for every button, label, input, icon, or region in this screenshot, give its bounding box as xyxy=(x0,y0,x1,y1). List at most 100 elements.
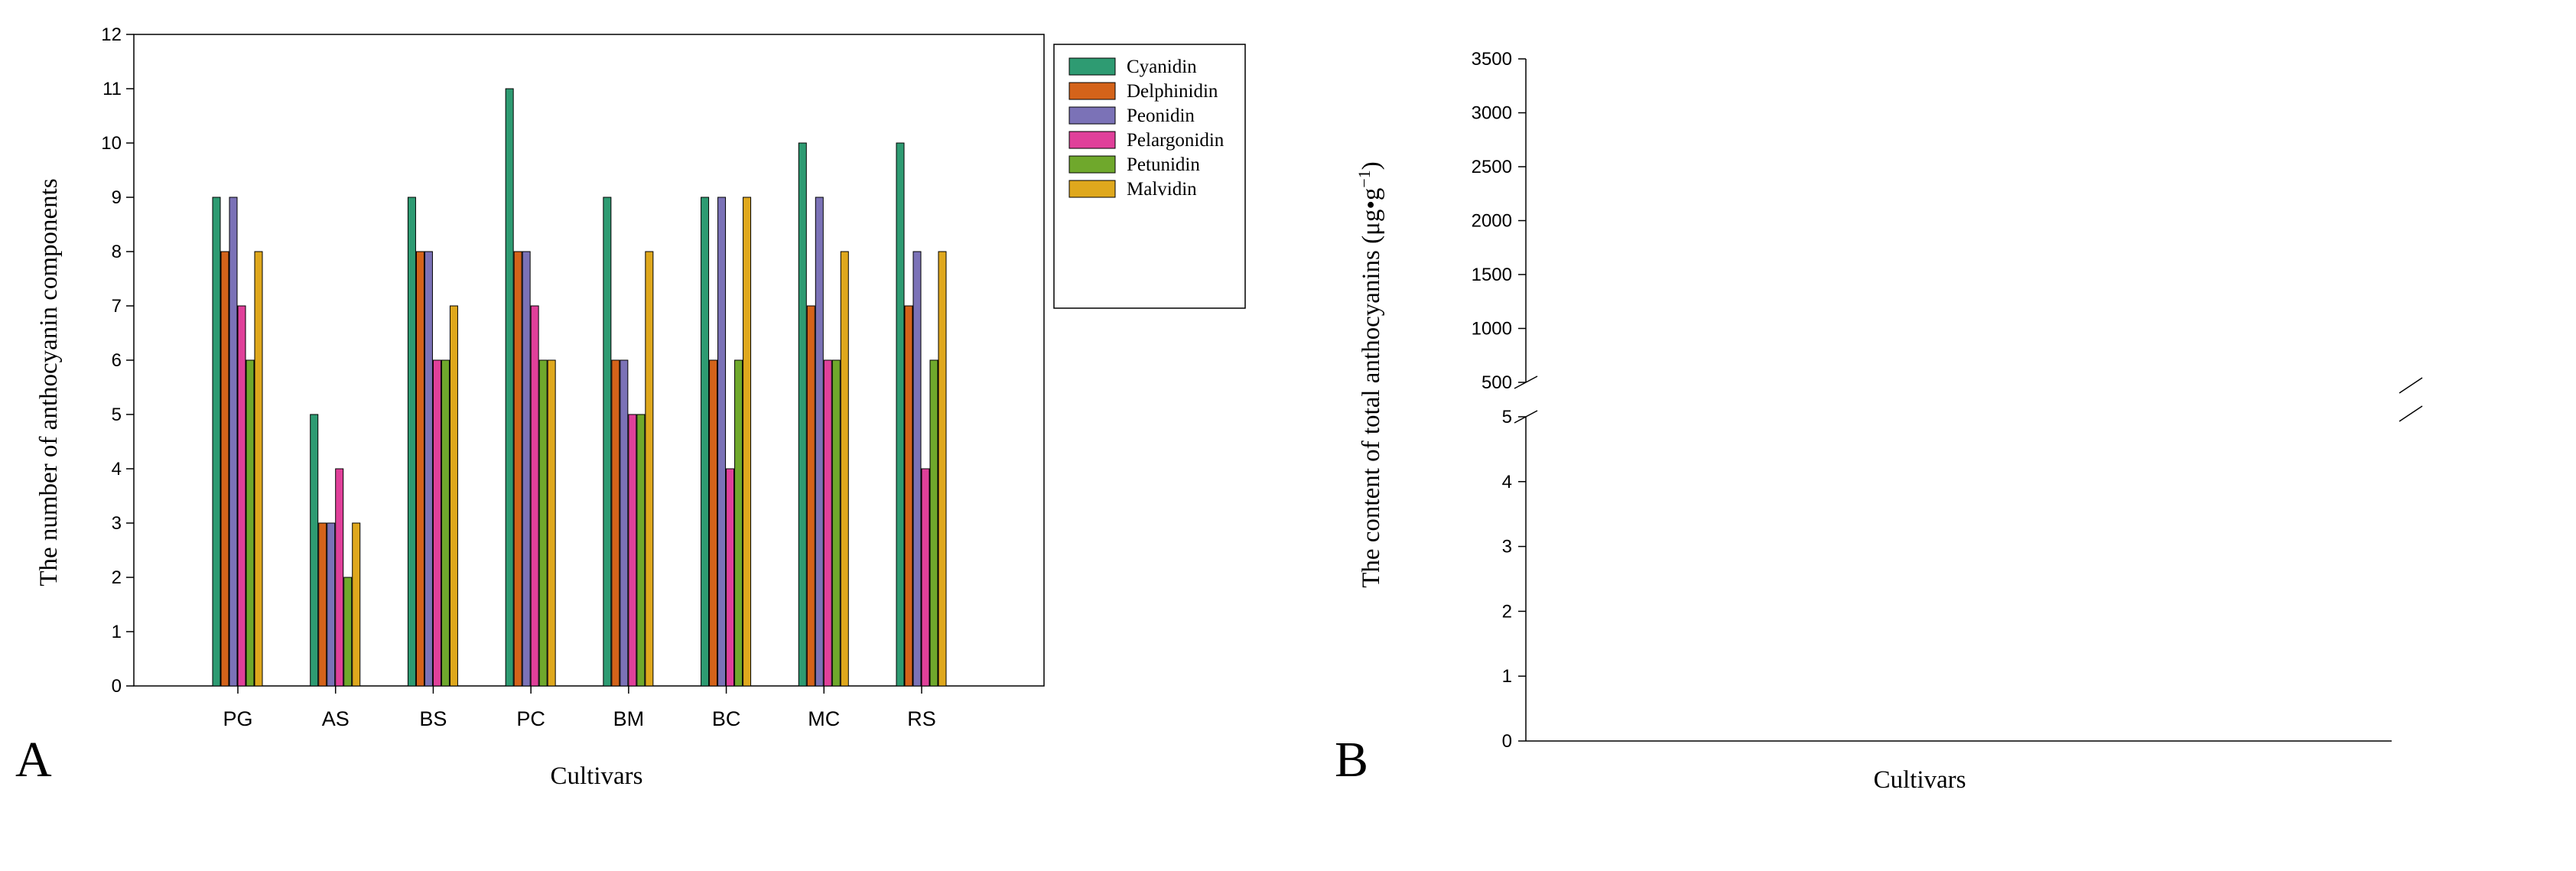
panel-a-bar-peonidin-as xyxy=(327,522,336,687)
panel-a-bar-petunidin-bc xyxy=(734,359,743,687)
panel-a-bar-malvidin-pg xyxy=(254,251,263,687)
panel-b-y-axis-label-close: ) xyxy=(1358,161,1385,170)
panel-a-bar-malvidin-as xyxy=(352,522,361,687)
panel-b-letter: B xyxy=(1335,732,1368,788)
panel-a-x-tick-label: BS xyxy=(419,707,447,730)
panel-a-bar-petunidin-rs xyxy=(929,359,938,687)
panel-a-bar-malvidin-rs xyxy=(938,251,947,687)
panel-a-bar-malvidin-bc xyxy=(743,197,752,687)
panel-a-bar-malvidin-bm xyxy=(645,251,654,687)
panel-a-bar-pelargonidin-bc xyxy=(726,468,735,687)
panel-b-lower-y-tick-label: 5 xyxy=(1502,407,1512,427)
panel-a-bar-cyanidin-pc xyxy=(505,88,514,687)
panel-a-y-tick-label: 11 xyxy=(102,79,122,99)
panel-a-bar-delphinidin-as xyxy=(318,522,327,687)
panel-a-x-tick-label: PG xyxy=(223,707,252,730)
panel-a-bar-peonidin-rs xyxy=(912,251,922,687)
panel-a-legend-swatch-pelargonidin xyxy=(1068,131,1116,149)
panel-b-chart: 500100015002000250030003500012345PGaASeB… xyxy=(1472,49,2423,752)
panel-a-y-tick-label: 10 xyxy=(101,133,122,154)
panel-b-break-mark-right-lower xyxy=(2399,405,2423,422)
panel-a-legend-label-petunidin: Petunidin xyxy=(1127,154,1200,175)
panel-a-x-tick-label: MC xyxy=(808,707,840,730)
panel-a-bar-petunidin-mc xyxy=(831,359,841,687)
panel-b-break-mark-right-upper xyxy=(2399,377,2423,394)
panel-a-legend-label-delphinidin: Delphinidin xyxy=(1127,81,1218,102)
panel-a-bar-delphinidin-mc xyxy=(806,305,815,687)
panel-b-upper-y-tick-label: 2000 xyxy=(1472,211,1512,232)
panel-b-lower-y-tick-label: 3 xyxy=(1502,537,1512,557)
panel-a-legend-swatch-malvidin xyxy=(1068,180,1116,198)
panel-a-bar-delphinidin-bs xyxy=(415,251,424,687)
panel-a-bar-cyanidin-bs xyxy=(407,197,416,687)
panel-a-bar-petunidin-pg xyxy=(246,359,255,687)
panel-a-bar-pelargonidin-bs xyxy=(432,359,441,687)
panel-b-lower-y-tick-label: 2 xyxy=(1502,601,1512,622)
panel-a-bar-cyanidin-bc xyxy=(701,197,710,687)
panel-a-bar-pelargonidin-as xyxy=(335,468,344,687)
panel-a-bar-petunidin-as xyxy=(343,577,353,687)
panel-a-bar-peonidin-pg xyxy=(229,197,238,687)
panel-a-legend-swatch-petunidin xyxy=(1068,155,1116,174)
panel-a-y-axis-label: The number of anthocyanin components xyxy=(35,178,63,586)
panel-a-bar-petunidin-pc xyxy=(538,359,548,687)
panel-a-y-tick-label: 5 xyxy=(112,405,122,425)
panel-a-bar-malvidin-mc xyxy=(840,251,849,687)
panel-a-bar-petunidin-bs xyxy=(441,359,450,687)
panel-a-bar-cyanidin-mc xyxy=(798,142,807,687)
panel-a-bar-cyanidin-pg xyxy=(212,197,221,687)
panel-b-upper-y-tick-label: 1500 xyxy=(1472,265,1512,285)
panel-a-bar-peonidin-bs xyxy=(424,251,433,687)
panel-a-legend-swatch-peonidin xyxy=(1068,106,1116,125)
panel-a-bar-malvidin-bs xyxy=(449,305,458,687)
panel-a-x-axis-label: Cultivars xyxy=(551,762,643,790)
panel-a-y-tick-label: 8 xyxy=(112,242,122,262)
panel-a-bar-delphinidin-bc xyxy=(709,359,718,687)
panel-a-bar-peonidin-mc xyxy=(815,197,824,687)
panel-a-y-tick-label: 4 xyxy=(112,459,122,479)
panel-a-y-tick-label: 7 xyxy=(112,296,122,317)
panel-a-x-tick-label: BC xyxy=(712,707,741,730)
panel-a-bar-pelargonidin-mc xyxy=(823,359,832,687)
panel-a-y-tick-label: 0 xyxy=(112,676,122,697)
panel-b-lower-y-tick-label: 1 xyxy=(1502,666,1512,687)
panel-a-bar-delphinidin-bm xyxy=(611,359,620,687)
panel-a-bar-pelargonidin-bm xyxy=(628,414,637,687)
panel-a-y-tick-label: 3 xyxy=(112,513,122,534)
panel-a-bar-malvidin-pc xyxy=(547,359,556,687)
panel-a-y-tick-label: 1 xyxy=(112,622,122,642)
panel-a-bar-delphinidin-rs xyxy=(904,305,913,687)
panel-b-y-axis-label: The content of total anthocyanins (μg•g−… xyxy=(1355,161,1385,588)
panel-a-bar-delphinidin-pg xyxy=(220,251,229,687)
panel-b-upper-y-tick-label: 500 xyxy=(1482,372,1512,393)
panel-b-lower-y-tick-label: 4 xyxy=(1502,472,1512,492)
panel-b-y-axis-label-sup: −1 xyxy=(1355,170,1374,187)
panel-b-lower-y-tick-label: 0 xyxy=(1502,731,1512,752)
panel-a-y-tick-label: 6 xyxy=(112,350,122,371)
panel-a-y-tick-label: 2 xyxy=(112,567,122,588)
panel-a-bar-cyanidin-as xyxy=(310,414,319,687)
panel-a-bar-petunidin-bm xyxy=(636,414,646,687)
panel-a-bar-peonidin-bm xyxy=(620,359,629,687)
panel-a-letter: A xyxy=(15,732,52,788)
panel-a-x-tick-label: RS xyxy=(907,707,936,730)
panel-a-y-tick-label: 9 xyxy=(112,187,122,208)
panel-a-legend-label-cyanidin: Cyanidin xyxy=(1127,57,1197,77)
panel-a-legend-label-peonidin: Peonidin xyxy=(1127,106,1195,126)
panel-a-legend-label-pelargonidin: Pelargonidin xyxy=(1127,130,1225,151)
panel-a-bar-peonidin-bc xyxy=(717,197,727,687)
panel-a-bar-pelargonidin-rs xyxy=(921,468,930,687)
panel-a-bar-peonidin-pc xyxy=(522,251,531,687)
panel-a-bar-pelargonidin-pc xyxy=(530,305,539,687)
panel-a-bar-pelargonidin-pg xyxy=(237,305,246,687)
panel-a-bar-cyanidin-rs xyxy=(896,142,905,687)
panel-a-bar-delphinidin-pc xyxy=(513,251,522,687)
panel-b-upper-y-tick-label: 3500 xyxy=(1472,49,1512,70)
panel-b-x-axis-label: Cultivars xyxy=(1874,766,1966,794)
panel-b-upper-y-tick-label: 1000 xyxy=(1472,319,1512,340)
panel-b-upper-y-tick-label: 3000 xyxy=(1472,103,1512,124)
panel-a-legend-swatch-cyanidin xyxy=(1068,57,1116,76)
panel-a-x-tick-label: AS xyxy=(322,707,350,730)
panel-a-legend-swatch-delphinidin xyxy=(1068,82,1116,100)
